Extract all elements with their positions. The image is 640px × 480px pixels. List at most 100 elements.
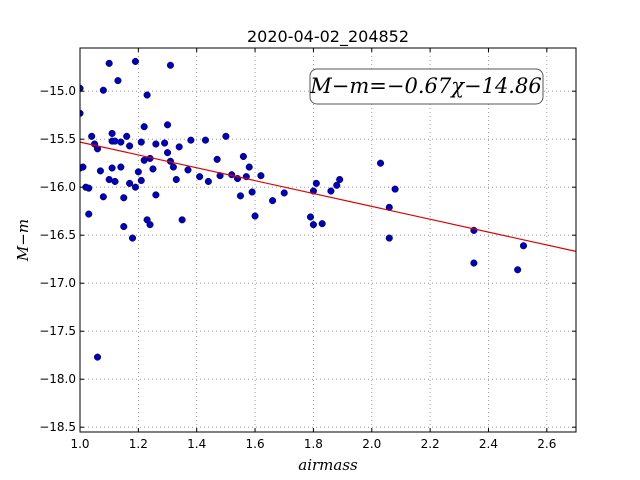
data-point	[99, 193, 107, 201]
data-point	[137, 176, 145, 185]
x-tick-label: 1.4	[187, 437, 206, 451]
data-point	[306, 213, 315, 221]
y-tick-label: −17.5	[39, 324, 76, 338]
fit-line	[80, 141, 576, 253]
data-point	[169, 163, 177, 171]
data-points	[80, 57, 528, 361]
data-point	[117, 163, 125, 171]
data-point	[117, 138, 125, 146]
data-point	[143, 91, 151, 99]
data-point	[385, 234, 393, 242]
data-point	[120, 194, 128, 202]
data-point	[126, 179, 134, 187]
data-point	[318, 220, 326, 228]
data-point	[140, 123, 148, 131]
y-tick-label: −18.0	[39, 372, 76, 386]
data-point	[312, 179, 320, 187]
y-tick-label: −15.0	[39, 84, 76, 98]
data-point	[519, 242, 528, 250]
data-point	[166, 61, 174, 69]
data-point	[134, 168, 142, 176]
plot-area	[80, 48, 576, 432]
x-tick-label: 1.0	[70, 437, 89, 451]
y-tick-label: −18.5	[39, 420, 76, 434]
data-point	[470, 259, 478, 267]
x-tick-label: 1.2	[129, 437, 148, 451]
data-point	[236, 192, 245, 200]
annotation-box	[309, 68, 544, 105]
y-tick-label: −16.0	[39, 180, 76, 194]
data-point	[96, 167, 104, 175]
data-point	[85, 210, 93, 218]
data-point	[245, 163, 253, 171]
x-tick-label: 2.0	[362, 437, 381, 451]
y-tick-label: −15.5	[39, 132, 76, 146]
data-point	[327, 187, 335, 195]
x-tick-label: 1.6	[246, 437, 265, 451]
data-point	[213, 155, 221, 163]
data-point	[105, 59, 113, 67]
data-point	[163, 149, 172, 157]
data-point	[80, 109, 84, 117]
data-point	[269, 197, 277, 205]
data-point	[251, 212, 259, 220]
data-point	[149, 165, 157, 173]
data-point	[163, 121, 172, 129]
data-point	[172, 175, 180, 184]
y-tick-label: −17.0	[39, 276, 76, 290]
data-point	[128, 234, 137, 242]
data-point	[88, 132, 96, 140]
data-point	[137, 138, 145, 146]
data-point	[93, 353, 102, 361]
fit-equation-box: M−m=−0.67χ−14.86	[309, 68, 544, 105]
plot-frame	[79, 47, 577, 433]
data-point	[280, 189, 288, 197]
x-tick-label: 2.4	[479, 437, 498, 451]
data-point	[111, 177, 119, 185]
y-axis-label: M−m	[14, 219, 32, 262]
data-point	[184, 166, 192, 174]
x-tick-label: 2.2	[421, 437, 440, 451]
data-point	[108, 164, 116, 172]
data-point	[146, 221, 154, 229]
data-point	[120, 223, 128, 231]
data-point	[126, 142, 134, 150]
data-point	[309, 221, 317, 229]
data-point	[152, 140, 160, 148]
data-point	[152, 191, 160, 199]
data-point	[222, 132, 230, 140]
data-point	[175, 143, 183, 151]
fit-equation: M−m=−0.67χ−14.86	[309, 74, 541, 98]
data-point	[114, 77, 122, 85]
data-point	[85, 184, 93, 192]
data-point	[111, 137, 119, 145]
data-point	[248, 188, 256, 196]
data-point	[80, 84, 84, 92]
axis-ticks: 1.0 1.2 1.4 1.6 1.8 2.0 2.2 2.4 2.6 −15.0 −15.5 −16…	[39, 48, 576, 451]
x-axis-label: airmass	[298, 456, 358, 474]
data-point	[131, 57, 139, 65]
data-point	[376, 159, 385, 167]
x-tick-label: 1.8	[304, 437, 323, 451]
data-point	[80, 163, 87, 171]
data-point	[99, 86, 107, 94]
data-point	[391, 185, 399, 193]
data-point	[196, 173, 204, 181]
data-point	[178, 216, 186, 224]
data-point	[187, 136, 195, 144]
fit-line-group	[80, 141, 576, 253]
data-point	[333, 181, 341, 189]
data-point	[514, 266, 522, 274]
data-point	[123, 132, 131, 140]
chart-title: 2020-04-02_204852	[247, 27, 409, 47]
data-point	[257, 172, 265, 180]
x-tick-label: 2.6	[537, 437, 556, 451]
data-point	[204, 177, 212, 185]
data-point	[161, 139, 169, 147]
data-point	[201, 136, 210, 144]
data-point	[131, 183, 139, 191]
data-point	[108, 129, 116, 137]
y-tick-label: −16.5	[39, 228, 76, 242]
data-point	[336, 175, 344, 184]
